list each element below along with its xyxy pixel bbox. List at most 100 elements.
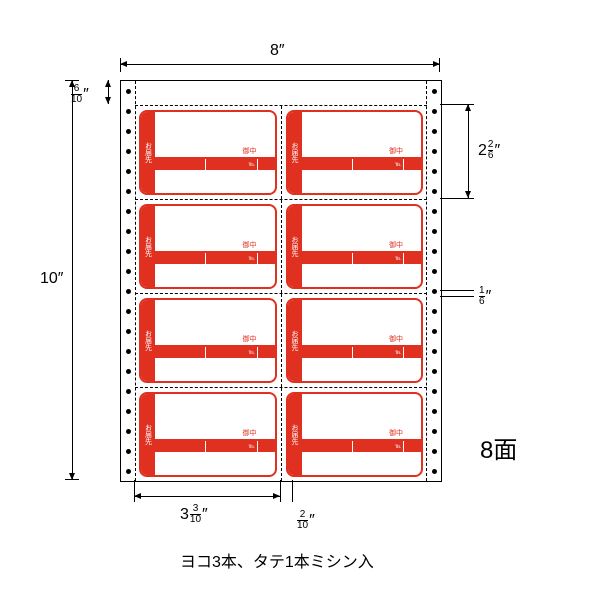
label-honorific: 御中	[389, 146, 403, 156]
label-honorific: 御中	[243, 146, 257, 156]
perforation-hole	[126, 349, 131, 354]
perforation-hole	[432, 449, 437, 454]
perforation-hole	[126, 89, 131, 94]
label-honorific: 御中	[389, 240, 403, 250]
label-cell: お届先御中℡	[282, 294, 428, 387]
perforation-hole	[432, 129, 437, 134]
label-info-band: ℡	[302, 441, 422, 452]
label-cell: お届先 御中 ℡	[282, 388, 428, 481]
perforation-hole	[126, 409, 131, 414]
perforation-hole	[126, 309, 131, 314]
perforation-hole	[126, 109, 131, 114]
label-cell: お届先 御中 ℡	[282, 106, 428, 199]
label-info-band: ℡	[302, 159, 422, 170]
label-sender-area	[302, 452, 422, 475]
perforation-hole	[126, 169, 131, 174]
label-row: お届先御中℡お届先御中℡	[135, 294, 427, 388]
label-tab: お届先	[141, 300, 155, 381]
label-cell: お届先 御中 ℡	[135, 294, 282, 387]
perforation-hole	[432, 229, 437, 234]
label-recipient-area: 御中	[302, 206, 422, 253]
perforation-hole	[432, 329, 437, 334]
perforation-left	[121, 81, 136, 481]
shipping-label: お届先 御中 ℡	[139, 110, 277, 195]
perforation-hole	[126, 129, 131, 134]
label-info-band: ℡	[302, 253, 422, 264]
shipping-label: お届先御中℡	[286, 298, 424, 383]
label-honorific: 御中	[243, 428, 257, 438]
perforation-hole	[432, 409, 437, 414]
band-tel: ℡	[353, 159, 404, 170]
label-info-band: ℡	[155, 441, 275, 452]
perforation-hole	[126, 329, 131, 334]
label-honorific: 御中	[243, 334, 257, 344]
label-recipient-area: 御中	[155, 112, 275, 159]
label-row: お届先御中℡お届先御中℡	[135, 388, 427, 481]
label-recipient-area: 御中	[302, 300, 422, 347]
band-sender	[302, 347, 353, 358]
shipping-label: お届先 御中 ℡	[139, 298, 277, 383]
perforation-hole	[432, 269, 437, 274]
perforation-hole	[126, 289, 131, 294]
dim-labelw-line	[134, 496, 280, 497]
labels-grid: お届先御中℡お届先御中℡お届先御中℡お届先御中℡お届先御中℡お届先御中℡お届先御…	[135, 81, 427, 481]
shipping-label: お届先 御中 ℡	[286, 204, 424, 289]
shipping-label: お届先 御中 ℡	[286, 110, 424, 195]
top-margin	[135, 81, 427, 106]
band-sender	[302, 159, 353, 170]
perforation-hole	[126, 229, 131, 234]
label-info-band: ℡	[155, 159, 275, 170]
band-end	[258, 159, 275, 170]
perforation-hole	[126, 369, 131, 374]
band-sender	[155, 347, 206, 358]
band-sender	[155, 159, 206, 170]
dim-topmargin-text: 610″	[70, 78, 89, 105]
label-info-band: ℡	[302, 347, 422, 358]
dim-colgap-text: 210″	[296, 504, 315, 531]
label-cell: お届先 御中 ℡	[282, 200, 428, 293]
shipping-label: お届先御中℡	[139, 204, 277, 289]
label-tab: お届先	[288, 394, 302, 475]
label-cell: お届先御中℡	[135, 200, 282, 293]
perforation-hole	[432, 89, 437, 94]
label-sender-area	[302, 264, 422, 287]
label-row: お届先御中℡お届先御中℡	[135, 200, 427, 294]
perforation-hole	[432, 309, 437, 314]
band-tel: ℡	[206, 347, 257, 358]
label-recipient-area: 御中	[155, 300, 275, 347]
label-sender-area	[155, 358, 275, 381]
perforation-hole	[432, 469, 437, 474]
band-end	[258, 253, 275, 264]
face-count: 8面	[480, 430, 517, 465]
perforation-hole	[432, 209, 437, 214]
band-sender	[155, 253, 206, 264]
label-tab: お届先	[141, 112, 155, 193]
band-tel: ℡	[353, 347, 404, 358]
label-honorific: 御中	[389, 334, 403, 344]
band-tel: ℡	[206, 159, 257, 170]
dim-topmargin-line	[108, 80, 109, 104]
band-sender	[302, 441, 353, 452]
label-tab: お届先	[288, 112, 302, 193]
band-end	[404, 159, 421, 170]
label-recipient-area: 御中	[302, 112, 422, 159]
label-honorific: 御中	[389, 428, 403, 438]
perforation-hole	[432, 369, 437, 374]
band-tel: ℡	[206, 441, 257, 452]
perforation-hole	[126, 449, 131, 454]
band-end	[404, 441, 421, 452]
perforation-hole	[432, 429, 437, 434]
perforation-hole	[126, 429, 131, 434]
perforation-hole	[126, 269, 131, 274]
perforation-hole	[126, 209, 131, 214]
label-sender-area	[155, 170, 275, 193]
label-tab: お届先	[288, 206, 302, 287]
perforation-hole	[126, 149, 131, 154]
label-recipient-area: 御中	[155, 206, 275, 253]
label-sender-area	[155, 452, 275, 475]
dim-width-line	[120, 64, 440, 65]
perforation-hole	[432, 189, 437, 194]
dim-width-text: 8″	[270, 42, 285, 60]
perforation-note: ヨコ3本、タテ1本ミシン入	[180, 548, 374, 572]
band-end	[404, 253, 421, 264]
